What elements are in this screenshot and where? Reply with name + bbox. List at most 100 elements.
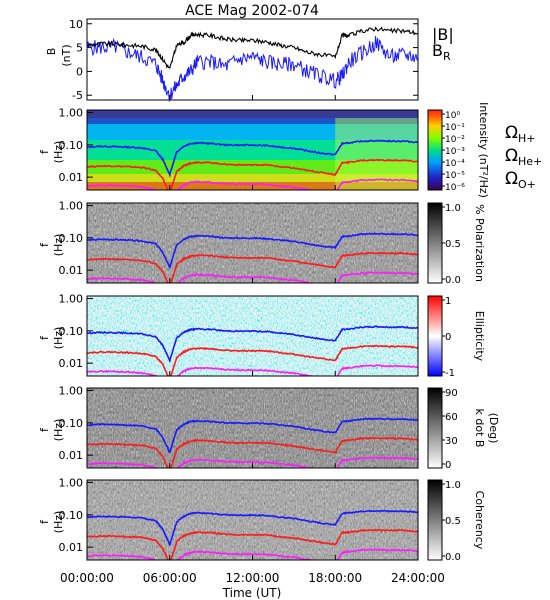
gyro-line-o-plus [87, 271, 418, 283]
freq-tick-label: 0.10 [59, 232, 84, 245]
freq-tick-label: 1.00 [59, 477, 84, 490]
gyro-line-o-plus [87, 548, 418, 560]
time-tick-label: 12:00:00 [226, 571, 280, 585]
series-b-r-line [86, 35, 419, 102]
colorbar-tick-label: 10⁻² [445, 135, 465, 145]
gyro-line-h-plus [87, 139, 418, 178]
figure-title: ACE Mag 2002-074 [185, 3, 319, 19]
spectrogram-band [87, 174, 418, 182]
colorbar-tick-label: 10⁻⁶ [445, 183, 465, 193]
gyro-line-h-plus [87, 325, 418, 364]
legend-gyrofrequency-oplus: ΩO+ [505, 169, 536, 191]
colorbar-tick-label: 10⁻⁴ [445, 159, 465, 169]
colorbar-tick-label: 1.0 [445, 203, 461, 214]
colorbar-tick-label: 0.0 [445, 552, 461, 563]
colorbar-tick-label: 0.5 [445, 239, 461, 250]
colorbar-label: % Polarization [473, 204, 486, 282]
colorbar-tick-label: -1 [445, 368, 455, 379]
colorbar-label: Coherency [473, 491, 486, 550]
colorbar-label: Intensity (nT²/Hz) [477, 102, 490, 198]
spectrogram-texture [87, 203, 418, 283]
time-tick-label: 24:00:00 [391, 571, 445, 585]
colorbar-tick-label: 0 [445, 460, 451, 471]
colorbar-tick-label: 0.0 [445, 275, 461, 286]
time-tick-label: 00:00:00 [60, 571, 114, 585]
panel-intensity: 1.00 0.10 0.01 f (Hz) 10⁰ 10⁻¹ 10⁻² 10⁻³ 10⁻⁴ 10⁻⁵… [38, 102, 542, 198]
gyro-line-he-plus [87, 251, 418, 283]
spectrogram-enhancement [335, 118, 418, 190]
colorbar-tick-label: 10⁻¹ [445, 123, 465, 133]
b-ytick-label: 0 [76, 65, 83, 78]
freq-tick-label: 0.01 [59, 541, 84, 554]
b-ylabel: B [45, 48, 58, 56]
freq-axis-label: f [38, 427, 51, 432]
freq-axis-unit: (Hz) [52, 419, 65, 442]
freq-axis-label: f [38, 149, 51, 154]
colorbar-tick-label: 10⁰ [445, 111, 460, 121]
freq-tick-label: 0.10 [59, 325, 84, 338]
freq-tick-label: 1.00 [59, 293, 84, 306]
freq-axis-label: f [38, 335, 51, 340]
gyro-line-he-plus [87, 528, 418, 560]
colorbar-label: k dot B [473, 409, 486, 448]
gyro-line-he-plus [87, 344, 418, 376]
freq-axis-unit: (Hz) [52, 141, 65, 164]
freq-tick-label: 0.01 [59, 449, 84, 462]
legend-gyrofrequency-heplus: ΩHe+ [505, 146, 542, 168]
b-ytick-label: -5 [72, 89, 83, 102]
freq-tick-label: 0.01 [59, 171, 84, 184]
freq-axis-label: f [38, 242, 51, 247]
colorbar [427, 295, 443, 377]
spectrogram-texture-red [87, 296, 418, 376]
freq-axis-unit: (Hz) [52, 234, 65, 257]
gyro-line-h-plus [87, 417, 418, 454]
freq-tick-label: 1.00 [59, 107, 84, 120]
b-field-frame [86, 18, 419, 101]
gyro-line-o-plus [87, 178, 418, 190]
colorbar-tick-label: 90 [445, 388, 458, 399]
spectrogram-band [87, 110, 418, 118]
freq-tick-label: 1.00 [59, 385, 84, 398]
spectrogram-band [87, 160, 418, 174]
freq-tick-label: 0.10 [59, 509, 84, 522]
spectrogram-band [87, 124, 418, 140]
colorbar-tick-label: 10⁻³ [445, 147, 465, 157]
legend-gyrofrequency-hplus: ΩH+ [505, 123, 536, 145]
colorbar-tick-label: 1.0 [445, 480, 461, 491]
freq-tick-label: 0.01 [59, 264, 84, 277]
time-axis-label: Time (UT) [222, 586, 282, 600]
panel-polarization: 1.00 0.10 0.01 f (Hz) 1.0 0.5 0.0 % Polarization [38, 200, 486, 286]
spectrogram-band [87, 118, 418, 124]
panel-k-dot-b: 1.00 0.10 0.01 f (Hz) 90 60 30 0 k dot B (Deg) [38, 385, 500, 471]
colorbar-unit: (Deg) [487, 413, 500, 444]
freq-axis-label: f [38, 519, 51, 524]
gyro-line-h-plus [87, 509, 418, 547]
freq-tick-label: 0.10 [59, 417, 84, 430]
legend-b-r: BR [432, 41, 451, 63]
b-yunit: (nT) [60, 44, 73, 66]
b-field-panel: 10 5 0 -5 B (nT) |B|BR [45, 18, 454, 102]
time-axis: 00:00:00 06:00:00 12:00:00 18:00:00 24:00:00 [60, 571, 445, 585]
legend-b-total: |B| [432, 25, 454, 44]
freq-tick-label: 0.01 [59, 357, 84, 370]
gyro-line-o-plus [87, 456, 418, 468]
b-ytick-label: 5 [76, 42, 83, 55]
gyro-line-o-plus [87, 364, 418, 376]
colorbar [427, 387, 443, 469]
time-tick-label: 18:00:00 [308, 571, 362, 585]
gyro-line-he-plus [87, 436, 418, 468]
colorbar [427, 109, 443, 191]
colorbar [427, 479, 443, 561]
series-b-total-line [86, 26, 419, 69]
freq-axis-unit: (Hz) [52, 327, 65, 350]
colorbar-tick-label: 10⁻⁵ [445, 171, 465, 181]
panel-ellipticity: 1.00 0.10 0.01 f (Hz) 1 0 -1 Ellipticity [38, 293, 486, 379]
gyro-line-he-plus [87, 158, 418, 190]
freq-tick-label: 1.00 [59, 200, 84, 213]
time-tick-label: 06:00:00 [143, 571, 197, 585]
panel-coherency: 1.00 0.10 0.01 f (Hz) 1.0 0.5 0.0 Coherency [38, 477, 486, 563]
colorbar [427, 202, 443, 284]
spectrogram-texture [87, 388, 418, 468]
spectrogram-texture [87, 480, 418, 560]
